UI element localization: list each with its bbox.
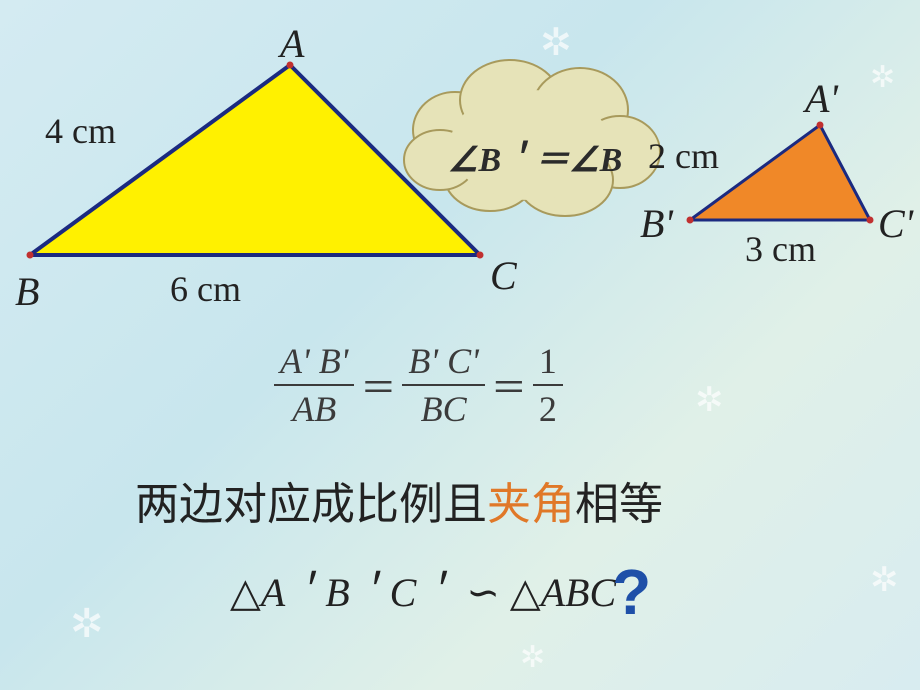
clover-icon: ✲ [70,600,104,647]
triangle-2-name: ABC [541,570,617,615]
triangle-abc-shape [30,65,480,255]
statement-text: 两边对应成比例且夹角相等 [135,468,663,532]
frac2-den: BC [402,386,484,430]
statement-highlight: 夹角 [487,480,575,529]
vertex-bprime-dot [687,217,694,224]
conclusion-text: △A＇B＇C＇ ∽ △ABC? [230,555,651,629]
side-apbp-label: 2 cm [648,135,719,177]
frac3-num: 1 [533,340,563,386]
frac1-num: A' B' [274,340,354,386]
clover-icon: ✲ [540,20,572,65]
equals-1: ＝ [360,359,396,411]
clover-icon: ✲ [695,380,724,420]
vertex-a-label: A [280,20,304,67]
vertex-aprime-label: A' [805,75,838,122]
question-mark-icon: ? [612,555,651,629]
statement-part-3: 相等 [575,480,663,529]
fraction-bpcp-over-bc: B' C' BC [402,340,484,430]
frac3-den: 2 [533,386,563,430]
side-bpcp-label: 3 cm [745,228,816,270]
similar-symbol: ∽ [466,570,500,615]
fraction-one-half: 1 2 [533,340,563,430]
triangle-1-name: A＇B＇C＇ [261,570,457,615]
equals-2: ＝ [491,359,527,411]
cloud-angle-text: ∠B＇＝∠B [448,132,622,181]
side-bc-label: 6 cm [170,268,241,310]
frac2-num: B' C' [402,340,484,386]
ratio-equation: A' B' AB ＝ B' C' BC ＝ 1 2 [268,340,569,430]
triangle-symbol-1: △ [230,570,261,615]
frac1-den: AB [274,386,354,430]
vertex-bprime-label: B' [640,200,673,247]
vertex-aprime-dot [817,122,824,129]
vertex-cprime-dot [867,217,874,224]
vertex-c-dot [477,252,484,259]
fraction-apbp-over-ab: A' B' AB [274,340,354,430]
triangle-symbol-2: △ [510,570,541,615]
clover-icon: ✲ [870,560,899,600]
vertex-cprime-label: C' [878,200,913,247]
clover-icon: ✲ [870,60,895,95]
side-ab-label: 4 cm [45,110,116,152]
vertex-c-label: C [490,252,517,299]
vertex-b-label: B [15,268,39,315]
vertex-b-dot [27,252,34,259]
clover-icon: ✲ [520,640,545,675]
statement-part-1: 两边对应成比例且 [135,480,487,529]
